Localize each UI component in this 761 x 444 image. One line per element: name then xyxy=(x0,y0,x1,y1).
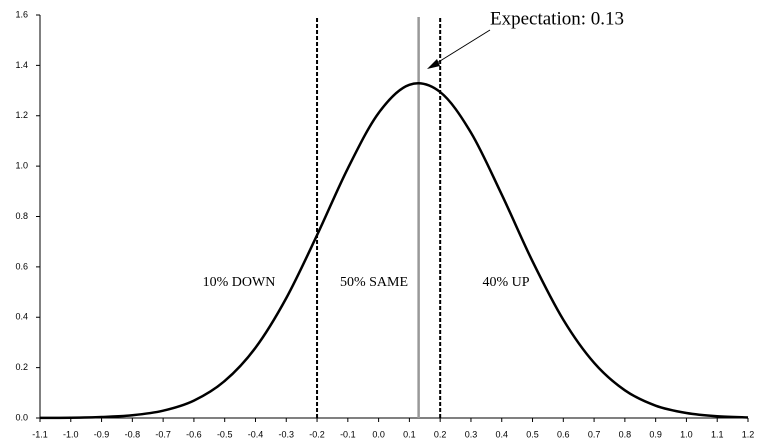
arrow-shaft xyxy=(431,29,491,67)
x-tick-label: 1.1 xyxy=(711,429,724,439)
x-tick-label: 0.7 xyxy=(588,429,601,439)
region-label: 40% UP xyxy=(482,275,529,290)
x-tick-label: -0.6 xyxy=(186,429,202,439)
x-tick-label: 0.1 xyxy=(403,429,416,439)
x-tick-label: -0.7 xyxy=(155,429,171,439)
x-tick-label: -0.2 xyxy=(309,429,325,439)
x-tick-label: 0.3 xyxy=(465,429,478,439)
x-tick-label: 0.6 xyxy=(557,429,570,439)
density-curve xyxy=(39,82,749,420)
x-tick-label: 0.0 xyxy=(372,429,385,439)
x-tick-label: -0.9 xyxy=(94,429,110,439)
x-tick-label: -1.0 xyxy=(63,429,79,439)
x-tick-label: 0.9 xyxy=(649,429,662,439)
x-tick-label: 1.0 xyxy=(680,429,693,439)
x-tick-label: 0.2 xyxy=(434,429,447,439)
y-tick-label: 0.2 xyxy=(15,362,28,372)
x-tick-label: 1.2 xyxy=(742,429,755,439)
y-tick-label: 1.6 xyxy=(15,9,28,19)
y-tick-label: 1.0 xyxy=(15,161,28,171)
region-label: 10% DOWN xyxy=(203,275,276,290)
x-tick-label: -0.8 xyxy=(125,429,141,439)
arrow-head xyxy=(427,59,440,69)
x-tick-label: -0.1 xyxy=(340,429,356,439)
x-tick-label: -0.4 xyxy=(248,429,264,439)
x-tick-label: -1.1 xyxy=(32,429,48,439)
y-tick-label: 0.8 xyxy=(15,211,28,221)
expectation-label: Expectation: 0.13 xyxy=(490,8,624,29)
x-tick-label: 0.4 xyxy=(495,429,508,439)
y-tick-label: 0.0 xyxy=(15,412,28,422)
y-tick-label: 0.6 xyxy=(15,261,28,271)
y-tick-label: 0.4 xyxy=(15,312,28,322)
region-label: 50% SAME xyxy=(340,275,408,290)
x-tick-label: -0.5 xyxy=(217,429,233,439)
y-tick-label: 1.4 xyxy=(15,60,28,70)
x-tick-label: 0.5 xyxy=(526,429,539,439)
x-tick-label: 0.8 xyxy=(619,429,632,439)
x-tick-label: -0.3 xyxy=(279,429,295,439)
y-tick-label: 1.2 xyxy=(15,110,28,120)
